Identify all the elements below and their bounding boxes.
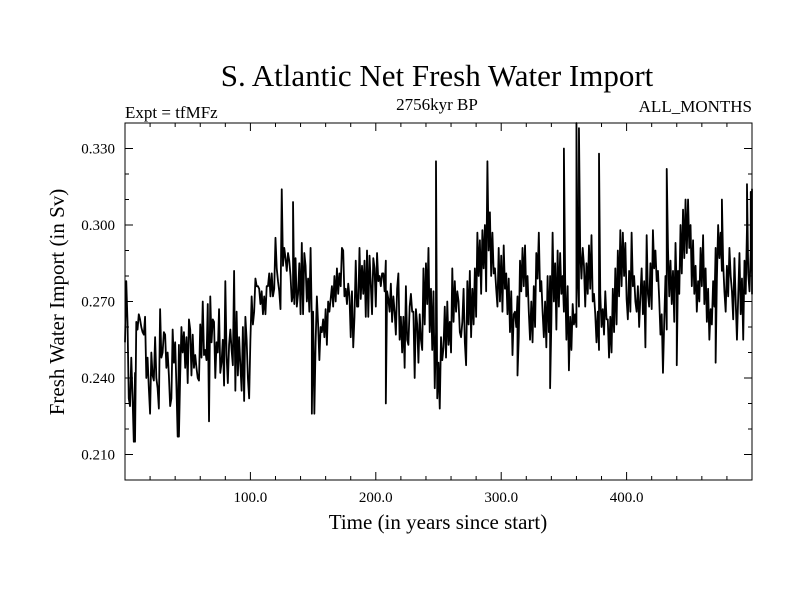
plot-frame (124, 122, 753, 481)
axis-ticks (125, 123, 752, 480)
x-tick-label: 200.0 (359, 490, 393, 506)
x-tick-label: 100.0 (234, 490, 268, 506)
series-line (124, 122, 753, 443)
y-tick-label: 0.240 (81, 371, 115, 387)
period-label: 2756kyr BP (396, 95, 478, 114)
series-group (124, 122, 753, 443)
chart-title: S. Atlantic Net Fresh Water Import (221, 58, 654, 93)
months-label: ALL_MONTHS (639, 97, 752, 116)
x-tick-label: 300.0 (484, 490, 518, 506)
y-tick-label: 0.300 (81, 218, 115, 234)
tick-labels: 100.0 200.0 300.0 400.0 0.210 0.240 0.270 0.300… (81, 142, 643, 507)
x-tick-label: 400.0 (610, 490, 644, 506)
y-tick-label: 0.330 (81, 142, 115, 158)
y-tick-label: 0.270 (81, 295, 115, 311)
experiment-label: Expt = tfMFz (125, 103, 218, 122)
y-axis-label: Fresh Water Import (in Sv) (45, 189, 69, 416)
x-axis-label: Time (in years since start) (329, 510, 548, 534)
y-tick-label: 0.210 (81, 448, 115, 464)
